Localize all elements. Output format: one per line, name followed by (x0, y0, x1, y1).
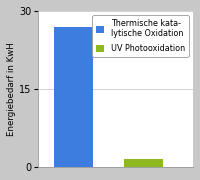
Legend: Thermische kata-
lytische Oxidation, UV Photooxidation: Thermische kata- lytische Oxidation, UV … (92, 15, 189, 57)
Bar (54, 27, 93, 167)
Y-axis label: Energiebedarf in KwH: Energiebedarf in KwH (7, 42, 16, 136)
Bar (124, 159, 163, 167)
